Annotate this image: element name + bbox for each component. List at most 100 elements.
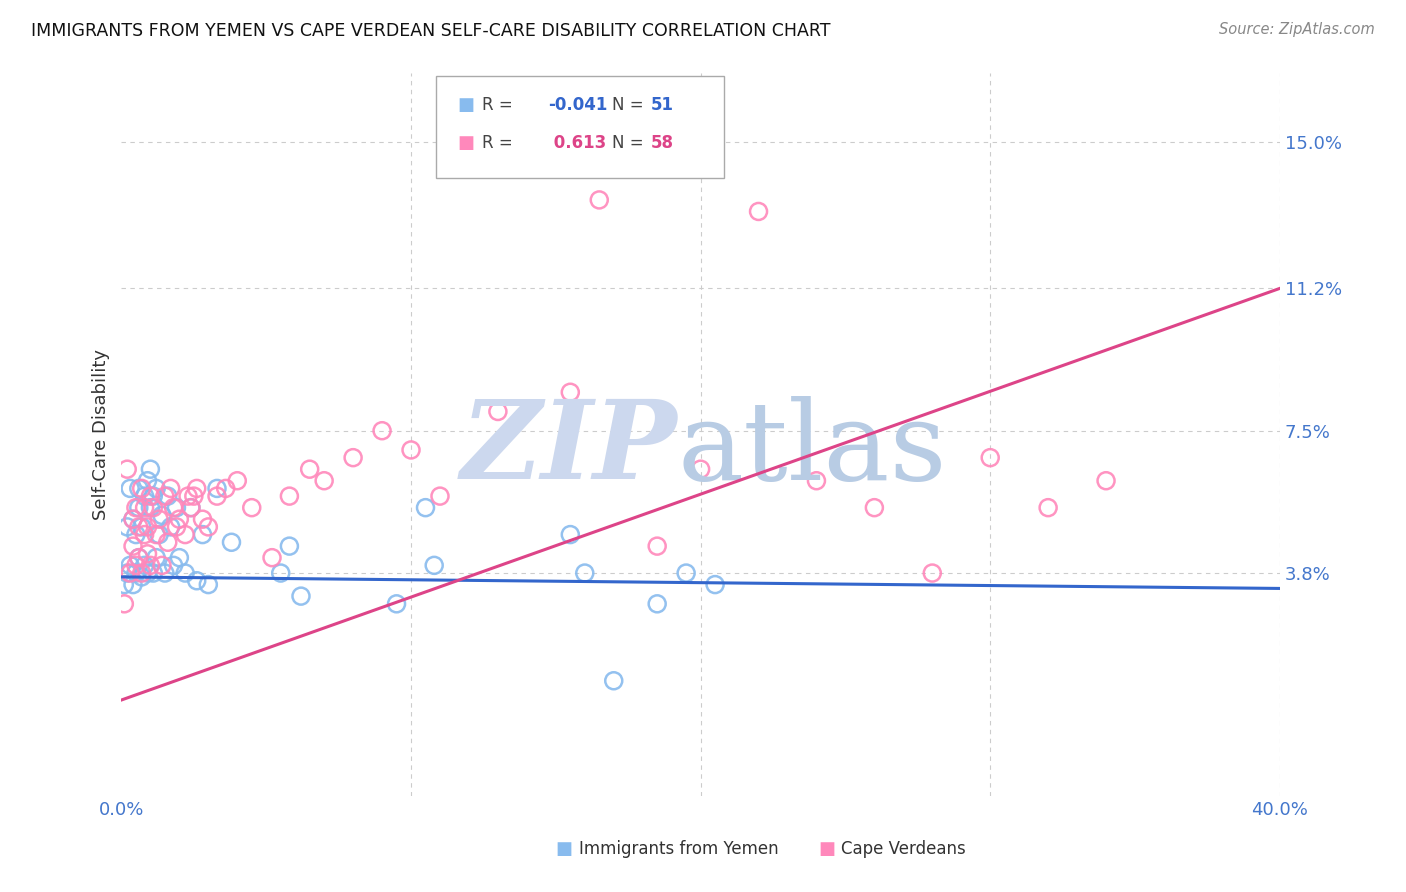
Point	[429, 489, 451, 503]
Point	[186, 574, 208, 588]
Point	[131, 570, 153, 584]
Point	[153, 489, 176, 503]
Point	[240, 500, 263, 515]
Point	[177, 489, 200, 503]
Point	[125, 558, 148, 573]
Point	[169, 550, 191, 565]
Text: Immigrants from Yemen: Immigrants from Yemen	[579, 840, 779, 858]
Point	[399, 442, 422, 457]
Point	[603, 673, 626, 688]
Point	[148, 512, 170, 526]
Point	[145, 527, 167, 541]
Point	[115, 520, 138, 534]
Point	[122, 577, 145, 591]
Point	[385, 597, 408, 611]
Point	[156, 535, 179, 549]
Point	[145, 550, 167, 565]
Point	[122, 539, 145, 553]
Point	[588, 193, 610, 207]
Point	[221, 535, 243, 549]
Point	[486, 404, 509, 418]
Point	[186, 482, 208, 496]
Point	[148, 527, 170, 541]
Y-axis label: Self-Care Disability: Self-Care Disability	[93, 349, 110, 520]
Point	[205, 489, 228, 503]
Point	[298, 462, 321, 476]
Point	[112, 577, 135, 591]
Point	[342, 450, 364, 465]
Point	[278, 539, 301, 553]
Point	[191, 512, 214, 526]
Text: atlas: atlas	[678, 395, 948, 502]
Point	[423, 558, 446, 573]
Point	[748, 204, 770, 219]
Point	[180, 500, 202, 515]
Point	[139, 500, 162, 515]
Point	[156, 489, 179, 503]
Point	[139, 462, 162, 476]
Point	[560, 385, 582, 400]
Point	[131, 520, 153, 534]
Point	[139, 558, 162, 573]
Point	[128, 550, 150, 565]
Text: -0.041: -0.041	[548, 96, 607, 114]
Point	[166, 500, 188, 515]
Point	[226, 474, 249, 488]
Text: ■: ■	[818, 840, 835, 858]
Point	[134, 527, 156, 541]
Point	[136, 520, 159, 534]
Point	[174, 527, 197, 541]
Point	[150, 558, 173, 573]
Text: Cape Verdeans: Cape Verdeans	[841, 840, 966, 858]
Point	[112, 597, 135, 611]
Point	[145, 482, 167, 496]
Point	[921, 566, 943, 580]
Point	[120, 558, 142, 573]
Point	[125, 566, 148, 580]
Point	[120, 482, 142, 496]
Text: R =: R =	[482, 96, 513, 114]
Point	[142, 489, 165, 503]
Point	[197, 520, 219, 534]
Text: N =: N =	[612, 96, 643, 114]
Point	[270, 566, 292, 580]
Text: IMMIGRANTS FROM YEMEN VS CAPE VERDEAN SELF-CARE DISABILITY CORRELATION CHART: IMMIGRANTS FROM YEMEN VS CAPE VERDEAN SE…	[31, 22, 831, 40]
Point	[136, 566, 159, 580]
Point	[675, 566, 697, 580]
Point	[159, 520, 181, 534]
Text: ZIP: ZIP	[461, 395, 678, 503]
Point	[806, 474, 828, 488]
Point	[290, 589, 312, 603]
Point	[128, 550, 150, 565]
Text: Source: ZipAtlas.com: Source: ZipAtlas.com	[1219, 22, 1375, 37]
Point	[574, 566, 596, 580]
Point	[128, 482, 150, 496]
Point	[215, 482, 238, 496]
Point	[115, 462, 138, 476]
Point	[150, 508, 173, 523]
Point	[415, 500, 437, 515]
Point	[142, 566, 165, 580]
Point	[125, 500, 148, 515]
Point	[278, 489, 301, 503]
Point	[131, 566, 153, 580]
Point	[159, 482, 181, 496]
Point	[704, 577, 727, 591]
Point	[863, 500, 886, 515]
Point	[191, 527, 214, 541]
Text: 0.613: 0.613	[548, 134, 606, 152]
Point	[120, 566, 142, 580]
Point	[134, 558, 156, 573]
Point	[122, 512, 145, 526]
Text: ■: ■	[555, 840, 572, 858]
Point	[260, 550, 283, 565]
Point	[1095, 474, 1118, 488]
Point	[645, 597, 668, 611]
Point	[197, 577, 219, 591]
Text: N =: N =	[612, 134, 643, 152]
Text: 51: 51	[651, 96, 673, 114]
Point	[134, 500, 156, 515]
Point	[139, 489, 162, 503]
Point	[162, 500, 184, 515]
Point	[115, 566, 138, 580]
